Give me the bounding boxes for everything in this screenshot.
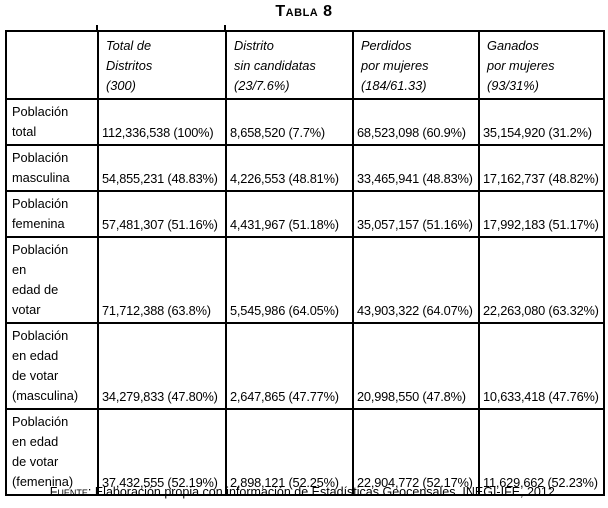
data-cell: 22,263,080 (63.32%) <box>478 236 605 324</box>
data-cell: 11,629,662 (52.23%) <box>478 408 605 496</box>
data-cell: 37,432,555 (52.19%) <box>97 408 227 496</box>
data-cell: 17,992,183 (51.17%) <box>478 190 605 238</box>
table-row: Población en edad de votar 71,712,388 (6… <box>5 236 605 324</box>
table-title: Tabla 8 <box>275 3 333 20</box>
row-label: Población total <box>5 98 99 146</box>
column-header-sin-candidatas: Distrito sin candidatas (23/7.6%) <box>225 30 354 100</box>
row-label: Población en edad de votar (masculina) <box>5 322 99 410</box>
source-note: Fuente: Elaboración propia con informaci… <box>0 485 608 499</box>
table-row: Población masculina 54,855,231 (48.83%) … <box>5 144 605 192</box>
column-divider-tick <box>96 25 98 31</box>
data-cell: 4,226,553 (48.81%) <box>225 144 354 192</box>
data-cell: 68,523,098 (60.9%) <box>352 98 480 146</box>
column-header-total-distritos: Total de Distritos (300) <box>97 30 227 100</box>
data-cell: 4,431,967 (51.18%) <box>225 190 354 238</box>
table-row: Población en edad de votar (femenina) 37… <box>5 408 605 496</box>
table-row: Población en edad de votar (masculina) 3… <box>5 322 605 410</box>
data-cell: 54,855,231 (48.83%) <box>97 144 227 192</box>
data-cell: 17,162,737 (48.82%) <box>478 144 605 192</box>
column-divider-tick <box>224 25 226 31</box>
table-row: Población total 112,336,538 (100%) 8,658… <box>5 98 605 146</box>
row-label: Población masculina <box>5 144 99 192</box>
row-label: Población en edad de votar (femenina) <box>5 408 99 496</box>
data-table: Total de Distritos (300) Distrito sin ca… <box>5 30 605 496</box>
data-cell: 5,545,986 (64.05%) <box>225 236 354 324</box>
header-row: Total de Distritos (300) Distrito sin ca… <box>5 30 605 100</box>
data-cell: 34,279,833 (47.80%) <box>97 322 227 410</box>
data-cell: 22,904,772 (52.17%) <box>352 408 480 496</box>
data-cell: 57,481,307 (51.16%) <box>97 190 227 238</box>
source-prefix: Fuente: <box>49 485 92 499</box>
data-cell: 33,465,941 (48.83%) <box>352 144 480 192</box>
data-cell: 43,903,322 (64.07%) <box>352 236 480 324</box>
source-text: Elaboración propia con información de Es… <box>94 485 559 499</box>
data-cell: 20,998,550 (47.8%) <box>352 322 480 410</box>
data-cell: 2,898,121 (52.25%) <box>225 408 354 496</box>
data-cell: 8,658,520 (7.7%) <box>225 98 354 146</box>
data-cell: 112,336,538 (100%) <box>97 98 227 146</box>
data-cell: 71,712,388 (63.8%) <box>97 236 227 324</box>
data-cell: 10,633,418 (47.76%) <box>478 322 605 410</box>
table-row: Población femenina 57,481,307 (51.16%) 4… <box>5 190 605 238</box>
data-cell: 2,647,865 (47.77%) <box>225 322 354 410</box>
row-label: Población en edad de votar <box>5 236 99 324</box>
data-cell: 35,154,920 (31.2%) <box>478 98 605 146</box>
corner-cell <box>5 30 99 100</box>
row-label: Población femenina <box>5 190 99 238</box>
column-header-perdidos: Perdidos por mujeres (184/61.33) <box>352 30 480 100</box>
column-header-ganados: Ganados por mujeres (93/31%) <box>478 30 605 100</box>
data-cell: 35,057,157 (51.16%) <box>352 190 480 238</box>
